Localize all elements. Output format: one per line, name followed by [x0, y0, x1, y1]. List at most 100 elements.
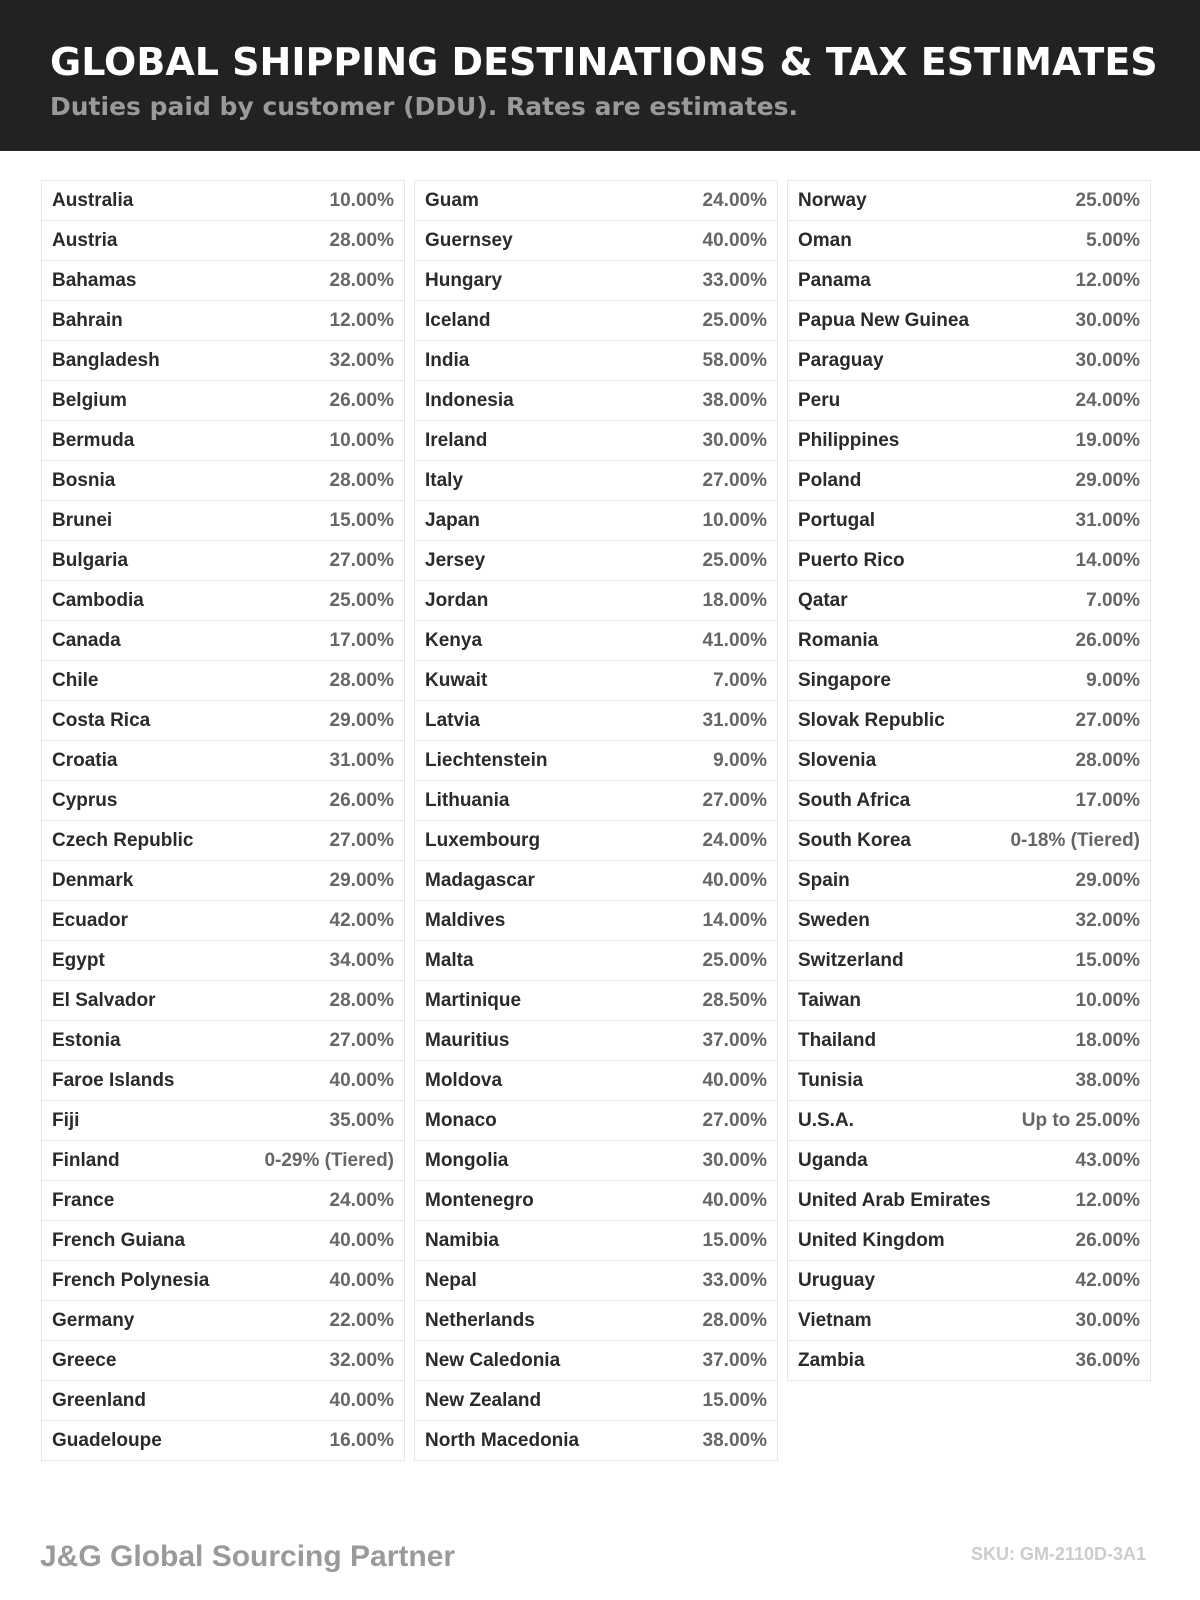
tax-rate: 15.00% [1075, 949, 1140, 971]
country-name: Ireland [425, 429, 488, 451]
table-row: Qatar 7.00% [788, 581, 1150, 621]
tax-rate: 16.00% [329, 1429, 394, 1451]
country-name: Moldova [425, 1069, 503, 1091]
country-name: United Arab Emirates [798, 1189, 991, 1211]
table-row: Moldova 40.00% [415, 1061, 777, 1101]
tax-rate: 40.00% [329, 1389, 394, 1411]
table-row: Indonesia 38.00% [415, 381, 777, 421]
country-name: Costa Rica [52, 709, 151, 731]
table-row: Latvia 31.00% [415, 701, 777, 741]
table-row: Montenegro 40.00% [415, 1181, 777, 1221]
tax-rate: 28.00% [329, 989, 394, 1011]
table-row: Estonia 27.00% [42, 1021, 404, 1061]
country-name: Hungary [425, 269, 503, 291]
table-row: Germany 22.00% [42, 1301, 404, 1341]
table-row: Papua New Guinea 30.00% [788, 301, 1150, 341]
tax-rate: 42.00% [1075, 1269, 1140, 1291]
country-name: Slovenia [798, 749, 877, 771]
country-name: Chile [52, 669, 99, 691]
table-row: Bahrain 12.00% [42, 301, 404, 341]
table-row: Martinique 28.50% [415, 981, 777, 1021]
country-name: Denmark [52, 869, 134, 891]
table-row: Sweden 32.00% [788, 901, 1150, 941]
tax-rate: 40.00% [329, 1069, 394, 1091]
table-row: Greece 32.00% [42, 1341, 404, 1381]
tax-rate: 29.00% [329, 869, 394, 891]
tax-rate: 33.00% [702, 269, 767, 291]
tax-rate: 34.00% [329, 949, 394, 971]
table-row: Denmark 29.00% [42, 861, 404, 901]
tax-rate: 43.00% [1075, 1149, 1140, 1171]
tax-rate: 30.00% [702, 1149, 767, 1171]
country-name: Greece [52, 1349, 117, 1371]
country-name: Netherlands [425, 1309, 535, 1331]
table-row: Paraguay 30.00% [788, 341, 1150, 381]
country-name: Bermuda [52, 429, 135, 451]
tax-rate: 40.00% [702, 1069, 767, 1091]
country-name: Panama [798, 269, 871, 291]
tax-rate: 33.00% [702, 1269, 767, 1291]
country-name: Taiwan [798, 989, 861, 1011]
tax-rate: 28.00% [329, 669, 394, 691]
country-name: Guadeloupe [52, 1429, 162, 1451]
table-row: El Salvador 28.00% [42, 981, 404, 1021]
tax-rate: 25.00% [329, 589, 394, 611]
country-name: Vietnam [798, 1309, 872, 1331]
table-row: Croatia 31.00% [42, 741, 404, 781]
tax-rate: 30.00% [1075, 1309, 1140, 1331]
country-name: Peru [798, 389, 841, 411]
table-row: New Zealand 15.00% [415, 1381, 777, 1421]
table-row: Faroe Islands 40.00% [42, 1061, 404, 1101]
table-row: Guam 24.00% [415, 181, 777, 221]
country-name: Thailand [798, 1029, 877, 1051]
tax-rate: 40.00% [702, 1189, 767, 1211]
tax-rate: 30.00% [1075, 349, 1140, 371]
country-name: Cambodia [52, 589, 144, 611]
tax-rate: 26.00% [329, 789, 394, 811]
tax-rate: 7.00% [1086, 589, 1140, 611]
table-row: Kuwait 7.00% [415, 661, 777, 701]
tax-rate: 38.00% [702, 389, 767, 411]
table-row: Puerto Rico 14.00% [788, 541, 1150, 581]
country-name: Jersey [425, 549, 486, 571]
country-name: France [52, 1189, 115, 1211]
country-name: Uganda [798, 1149, 868, 1171]
country-name: El Salvador [52, 989, 156, 1011]
page-subtitle: Duties paid by customer (DDU). Rates are… [50, 92, 798, 121]
table-row: U.S.A. Up to 25.00% [788, 1101, 1150, 1141]
table-row: Jordan 18.00% [415, 581, 777, 621]
table-row: Guadeloupe 16.00% [42, 1421, 404, 1461]
tax-rate: 18.00% [702, 589, 767, 611]
tax-rate: 27.00% [702, 789, 767, 811]
tax-rate: 27.00% [329, 829, 394, 851]
country-name: French Polynesia [52, 1269, 210, 1291]
table-row: Chile 28.00% [42, 661, 404, 701]
table-row: Zambia 36.00% [788, 1341, 1150, 1381]
table-row: Belgium 26.00% [42, 381, 404, 421]
tax-rate: 40.00% [702, 869, 767, 891]
table-row: French Guiana 40.00% [42, 1221, 404, 1261]
country-name: Guernsey [425, 229, 513, 251]
tax-rate: 29.00% [329, 709, 394, 731]
table-row: Costa Rica 29.00% [42, 701, 404, 741]
table-row: Panama 12.00% [788, 261, 1150, 301]
tax-rate: 26.00% [1075, 1229, 1140, 1251]
tax-rate: 28.00% [329, 469, 394, 491]
tax-rate: 25.00% [702, 549, 767, 571]
table-row: Singapore 9.00% [788, 661, 1150, 701]
table-row: Czech Republic 27.00% [42, 821, 404, 861]
table-row: Mauritius 37.00% [415, 1021, 777, 1061]
tax-rate: 27.00% [702, 1109, 767, 1131]
table-row: Liechtenstein 9.00% [415, 741, 777, 781]
tax-rate: 36.00% [1075, 1349, 1140, 1371]
country-name: Jordan [425, 589, 489, 611]
table-row: Jersey 25.00% [415, 541, 777, 581]
country-name: Zambia [798, 1349, 865, 1371]
table-row: Australia 10.00% [42, 181, 404, 221]
tax-rate: 24.00% [702, 829, 767, 851]
tax-rate: 42.00% [329, 909, 394, 931]
tax-rate: 31.00% [329, 749, 394, 771]
table-row: Brunei 15.00% [42, 501, 404, 541]
tax-rate: 9.00% [713, 749, 767, 771]
table-row: Madagascar 40.00% [415, 861, 777, 901]
